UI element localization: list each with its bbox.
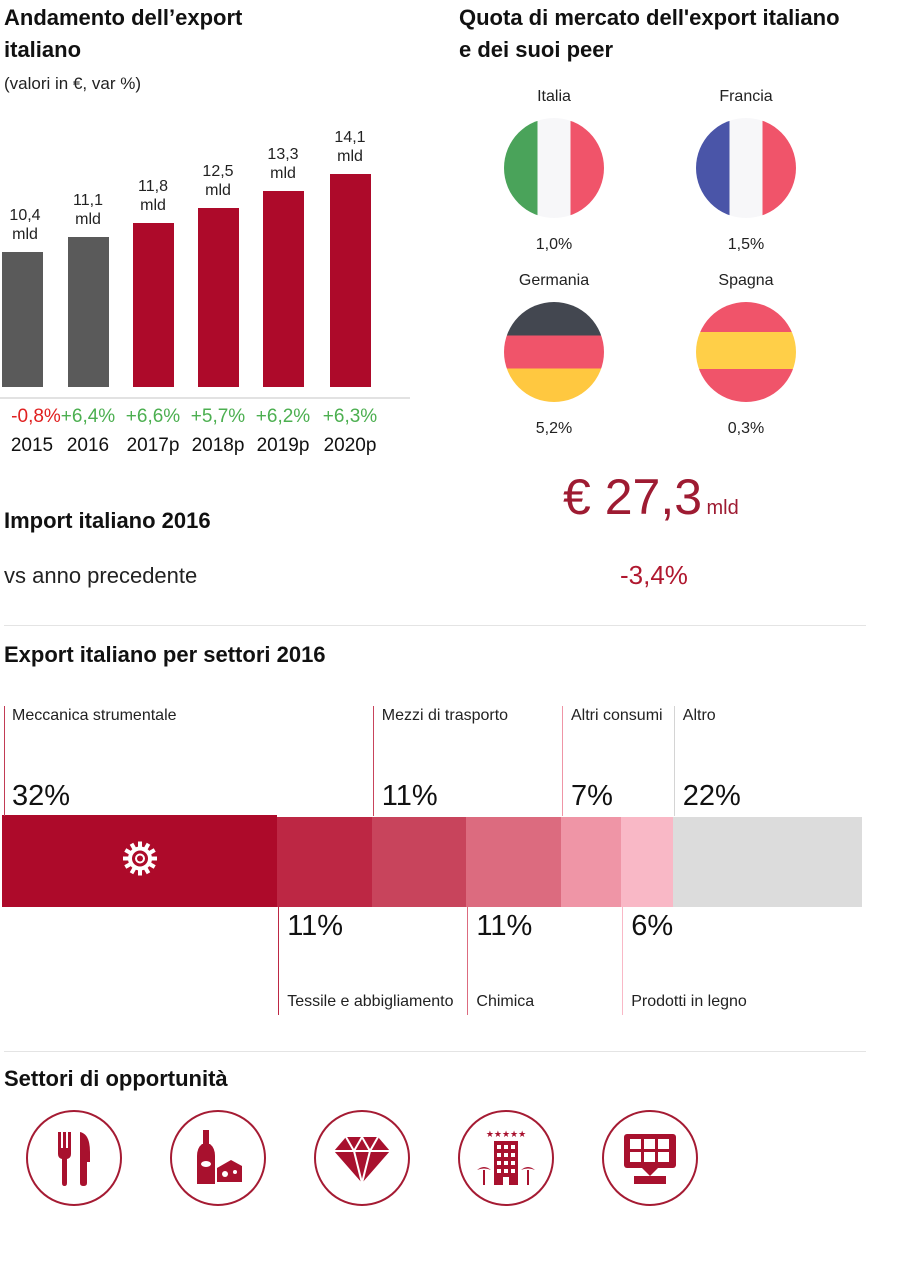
- sector-segment: [621, 817, 673, 907]
- section-divider: [4, 625, 866, 626]
- export-title-line2: italiano: [4, 37, 82, 62]
- bar-variation-label: -0,8%: [11, 406, 61, 427]
- sector-leader-line: [278, 907, 280, 1015]
- bar-year-label: 2017p: [126, 435, 180, 456]
- opportunity-tourism[interactable]: ★★★★★: [458, 1110, 554, 1206]
- sector-leader-line: [4, 706, 5, 816]
- country-share: 1,0%: [535, 236, 573, 253]
- bar-value-label: 10,4 mld: [9, 207, 41, 244]
- bar-value-label: 12,5 mld: [202, 162, 234, 199]
- section-divider: [4, 1051, 866, 1052]
- country-germania: Germania 5,2%: [484, 272, 624, 438]
- country-share: 0,3%: [727, 420, 765, 437]
- sector-name: Prodotti in legno: [631, 993, 747, 1010]
- import-value: € 27,3 mld: [563, 468, 739, 526]
- wine-cheese-icon: [197, 1130, 242, 1184]
- bar-2019p: [263, 190, 304, 387]
- sector-name: Mezzi di trasporto: [381, 707, 509, 724]
- bar-variation-label: +5,7%: [190, 406, 246, 427]
- bar-year-label: 2020p: [323, 435, 377, 456]
- sector-leader-line: [562, 706, 563, 816]
- sector-segment: [466, 817, 561, 907]
- svg-text:★★★★★: ★★★★★: [486, 1130, 526, 1140]
- sector-segment: [2, 815, 278, 907]
- sector-name: Altri consumi: [571, 707, 663, 724]
- bar-2015: [2, 252, 43, 387]
- country-name: Germania: [518, 272, 590, 289]
- sector-percentage: 11%: [287, 910, 344, 942]
- bar-variation-label: +6,3%: [322, 406, 378, 427]
- sector-leader-line: [673, 706, 675, 816]
- country-name: Spagna: [718, 272, 774, 289]
- bar-value-label: 11,8 mld: [138, 177, 168, 214]
- market-share-title-line2: e dei suoi peer: [459, 37, 614, 62]
- opportunity-jewelry[interactable]: [314, 1110, 410, 1206]
- sector-percentage: 11%: [476, 910, 533, 942]
- bar-2017p: [133, 222, 174, 387]
- sector-segment: [277, 817, 372, 907]
- sector-segment: [371, 817, 467, 907]
- country-francia: Francia 1,5%: [676, 88, 816, 254]
- import-variation: -3,4%: [620, 560, 688, 590]
- sector-percentage: 32%: [12, 780, 71, 812]
- bar-year-label: 2015: [10, 435, 54, 456]
- sector-percentage: 7%: [571, 780, 613, 812]
- bar-value-label: 13,3 mld: [267, 145, 299, 182]
- solar-panel-icon: [624, 1134, 676, 1184]
- bar-year-label: 2019p: [256, 435, 310, 456]
- sector-leader-line: [372, 706, 374, 816]
- import-value-amount: € 27,3: [563, 469, 703, 525]
- country-name: Francia: [719, 88, 773, 105]
- country-name: Italia: [537, 88, 571, 105]
- bar-2020p: [330, 174, 371, 387]
- sector-segment: [561, 817, 622, 907]
- bar-variation-label: +6,6%: [125, 406, 181, 427]
- bar-value-label: 14,1 mld: [334, 129, 366, 165]
- sector-name: Meccanica strumentale: [12, 707, 177, 724]
- import-value-unit: mld: [706, 497, 739, 519]
- bar-2018p: [198, 207, 239, 387]
- bar-variation-label: +6,2%: [255, 406, 311, 427]
- country-share: 1,5%: [727, 236, 765, 253]
- italy-flag-icon: [504, 118, 604, 218]
- sector-percentage: 6%: [631, 910, 674, 942]
- sector-leader-line: [622, 907, 624, 1015]
- sector-segment: [672, 817, 862, 907]
- spain-flag-icon: [696, 302, 796, 402]
- sector-name: Altro: [682, 707, 716, 724]
- bar-year-label: 2016: [66, 435, 110, 456]
- market-share-title-line1: Quota di mercato dell'export italiano: [459, 5, 840, 30]
- import-title: Import italiano 2016: [4, 508, 211, 533]
- bar-2016: [68, 237, 109, 387]
- bar-year-label: 2018p: [191, 435, 245, 456]
- sector-name: Tessile e abbigliamento: [287, 993, 454, 1010]
- country-italia: Italia 1,0%: [484, 88, 624, 254]
- country-spagna: Spagna 0,3%: [676, 272, 816, 438]
- diamond-icon: [334, 1134, 390, 1184]
- export-bar-chart: 10,4 mld -0,8% 2015 11,1 mld +6,4% 2016 11,8 mld +…: [0, 110, 420, 470]
- sectors-title: Export italiano per settori 2016: [4, 642, 326, 667]
- bar-value-label: 11,1 mld: [73, 192, 103, 229]
- germany-flag-icon: [504, 302, 604, 402]
- export-subtitle: (valori in €, var %): [4, 74, 141, 93]
- hotel-icon: ★★★★★: [477, 1130, 535, 1185]
- sector-leader-line: [467, 907, 469, 1015]
- opportunities-title: Settori di opportunità: [4, 1066, 228, 1091]
- france-flag-icon: [696, 118, 796, 218]
- gear-icon: [120, 839, 160, 884]
- country-share: 5,2%: [535, 420, 573, 437]
- sector-percentage: 11%: [381, 780, 438, 812]
- bar-variation-label: +6,4%: [60, 406, 116, 427]
- x-axis-line: [0, 397, 410, 399]
- opportunity-wine-cheese[interactable]: [170, 1110, 266, 1206]
- opportunity-food[interactable]: [26, 1110, 122, 1206]
- sector-name: Chimica: [476, 993, 535, 1010]
- food-cutlery-icon: [58, 1132, 90, 1186]
- sector-percentage: 22%: [682, 780, 741, 812]
- export-title-line1: Andamento dell’export: [4, 5, 243, 30]
- opportunity-renewables[interactable]: [602, 1110, 698, 1206]
- import-comparison-label: vs anno precedente: [4, 563, 198, 588]
